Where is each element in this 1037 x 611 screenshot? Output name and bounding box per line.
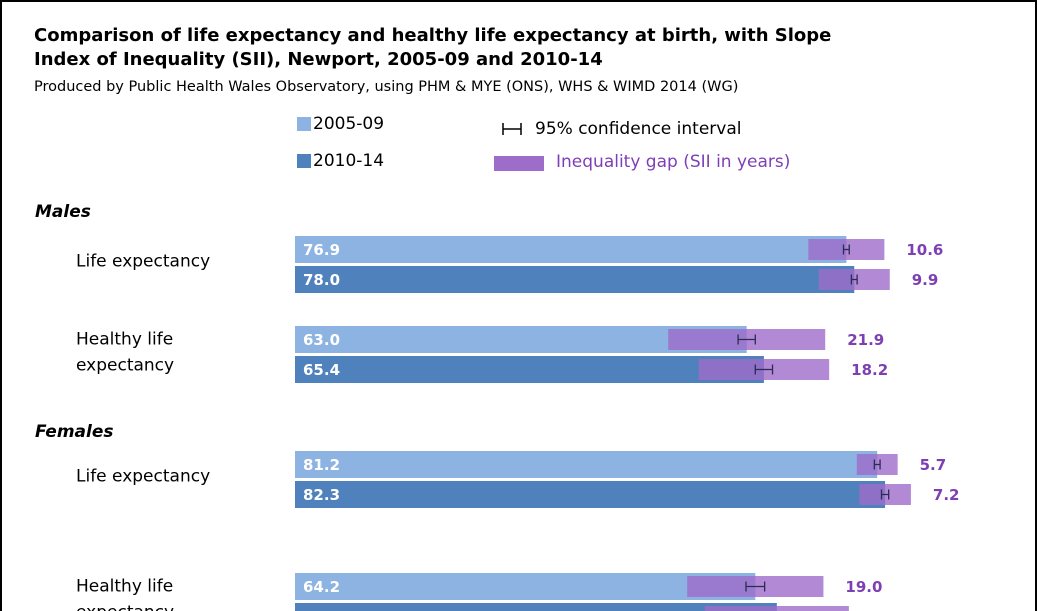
sii-label: 9.9 [912, 271, 939, 289]
category-label: Healthy life [76, 577, 173, 597]
legend-swatch [494, 156, 544, 171]
sii-label: 5.7 [920, 456, 947, 474]
legend-label: 2005-09 [313, 114, 384, 134]
bar [295, 236, 847, 263]
error-bar [850, 274, 858, 285]
category-label: Healthy life [76, 330, 173, 350]
legend-swatch [297, 154, 311, 168]
legend-ci-symbol [502, 123, 522, 135]
sii-label: 19.0 [845, 578, 882, 596]
sii-label: 18.2 [851, 361, 888, 379]
bar [295, 573, 756, 600]
category-label: Life expectancy [76, 252, 210, 272]
sii-bar [704, 606, 849, 611]
bar [295, 451, 878, 478]
panel-label: Females [35, 422, 113, 442]
bar [295, 266, 855, 293]
value-label: 63.0 [303, 331, 340, 349]
error-bar [737, 334, 756, 345]
error-bar [745, 581, 766, 592]
chart-title: Index of Inequality (SII), Newport, 2005… [34, 49, 603, 70]
sii-label: 10.6 [906, 241, 943, 259]
bar [295, 356, 764, 383]
legend-label: 95% confidence interval [535, 119, 741, 139]
category-label: expectancy [76, 356, 174, 376]
category-label: expectancy [76, 603, 174, 611]
category-label: Life expectancy [76, 467, 210, 487]
chart-title: Comparison of life expectancy and health… [34, 25, 831, 46]
subtitle: Produced by Public Health Wales Observat… [34, 79, 738, 95]
bar [295, 481, 886, 508]
error-bar [754, 364, 774, 375]
value-label: 67.2 [303, 608, 340, 611]
error-bar [842, 244, 850, 255]
sii-label: 7.2 [933, 486, 960, 504]
sii-label: 21.9 [847, 331, 884, 349]
value-label: 82.3 [303, 486, 340, 504]
error-bar [880, 489, 890, 500]
legend-label: Inequality gap (SII in years) [556, 152, 790, 172]
value-label: 81.2 [303, 456, 340, 474]
value-label: 76.9 [303, 241, 340, 259]
value-label: 78.0 [303, 271, 340, 289]
panel-label: Males [35, 202, 91, 222]
error-bar [873, 459, 881, 470]
legend-swatch [297, 117, 311, 131]
bar [295, 603, 777, 611]
legend-label: 2010-14 [313, 151, 384, 171]
value-label: 64.2 [303, 578, 340, 596]
value-label: 65.4 [303, 361, 340, 379]
sii-label: 20.1 [871, 608, 908, 611]
